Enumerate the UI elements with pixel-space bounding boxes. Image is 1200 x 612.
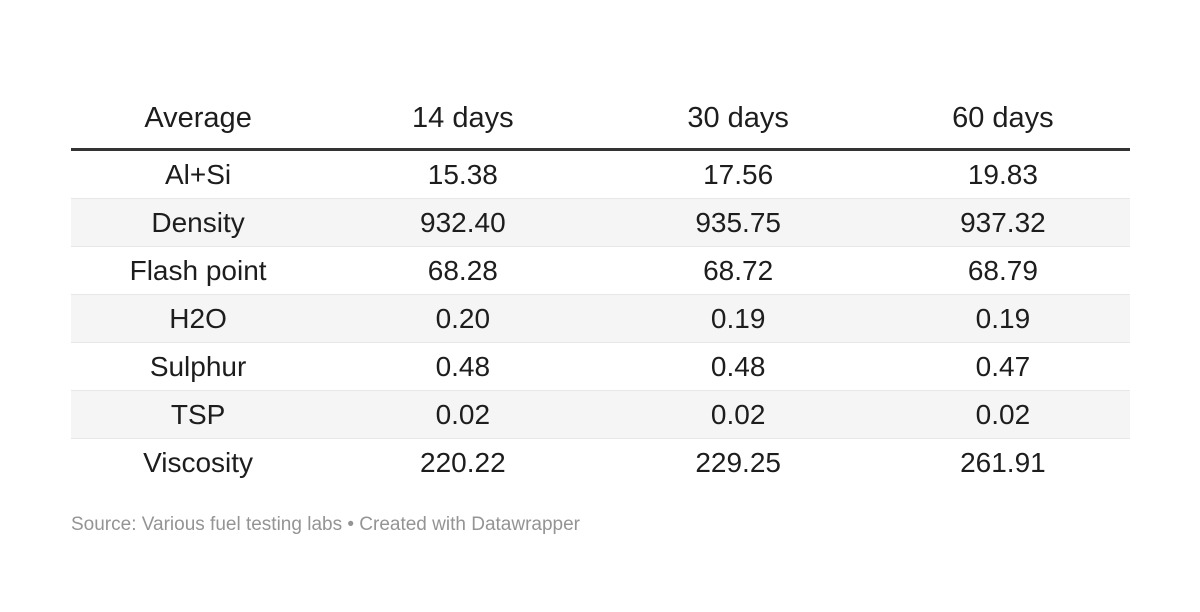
table-row: H2O 0.20 0.19 0.19 [71, 294, 1130, 343]
cell-value: 0.02 [975, 398, 1031, 430]
cell-value: 0.02 [710, 398, 766, 430]
cell-value: 0.19 [710, 302, 766, 334]
row-label: H2O [169, 302, 227, 334]
cell-value: 68.79 [967, 254, 1038, 286]
table-row: TSP 0.02 0.02 0.02 [71, 390, 1130, 439]
column-header-60-days: 60 days [875, 88, 1130, 151]
cell-value: 0.48 [435, 350, 491, 382]
source-text: Source: Various fuel testing labs • Crea… [71, 514, 581, 535]
cell-value: 0.48 [710, 350, 766, 382]
cell-value: 0.47 [975, 350, 1031, 382]
source-footer: Source: Various fuel testing labs • Crea… [71, 514, 580, 536]
cell-value: 937.32 [960, 206, 1046, 238]
cell-value: 0.19 [975, 302, 1031, 334]
cell-value: 15.38 [427, 158, 498, 190]
column-header-30-days: 30 days [600, 88, 876, 151]
cell-value: 0.02 [435, 398, 491, 430]
header-row: Average 14 days 30 days 60 days [71, 88, 1130, 151]
data-table: Average 14 days 30 days 60 days Al+Si 15.… [71, 88, 1130, 486]
cell-value: 935.75 [695, 206, 781, 238]
row-label: Flash point [129, 254, 267, 286]
cell-value: 261.91 [960, 446, 1046, 478]
cell-value: 68.72 [703, 254, 774, 286]
table-row: Density 932.40 935.75 937.32 [71, 198, 1130, 247]
cell-value: 0.20 [435, 302, 491, 334]
row-label: Sulphur [149, 350, 247, 382]
cell-value: 17.56 [703, 158, 774, 190]
column-header-average: Average [71, 88, 326, 151]
row-label: TSP [170, 398, 226, 430]
table-row: Sulphur 0.48 0.48 0.47 [71, 342, 1130, 391]
row-label: Viscosity [143, 446, 254, 478]
row-label: Density [151, 206, 245, 238]
cell-value: 19.83 [967, 158, 1038, 190]
table-body: Al+Si 15.38 17.56 19.83 Density 932.40 935.75 9… [71, 150, 1130, 487]
cell-value: 229.25 [695, 446, 781, 478]
cell-value: 68.28 [427, 254, 498, 286]
column-header-14-days: 14 days [325, 88, 601, 151]
cell-value: 932.40 [420, 206, 506, 238]
cell-value: 220.22 [420, 446, 506, 478]
table-row: Viscosity 220.22 229.25 261.91 [71, 438, 1130, 487]
row-label: Al+Si [165, 158, 232, 190]
table-row: Flash point 68.28 68.72 68.79 [71, 246, 1130, 295]
table-row: Al+Si 15.38 17.56 19.83 [71, 150, 1130, 199]
